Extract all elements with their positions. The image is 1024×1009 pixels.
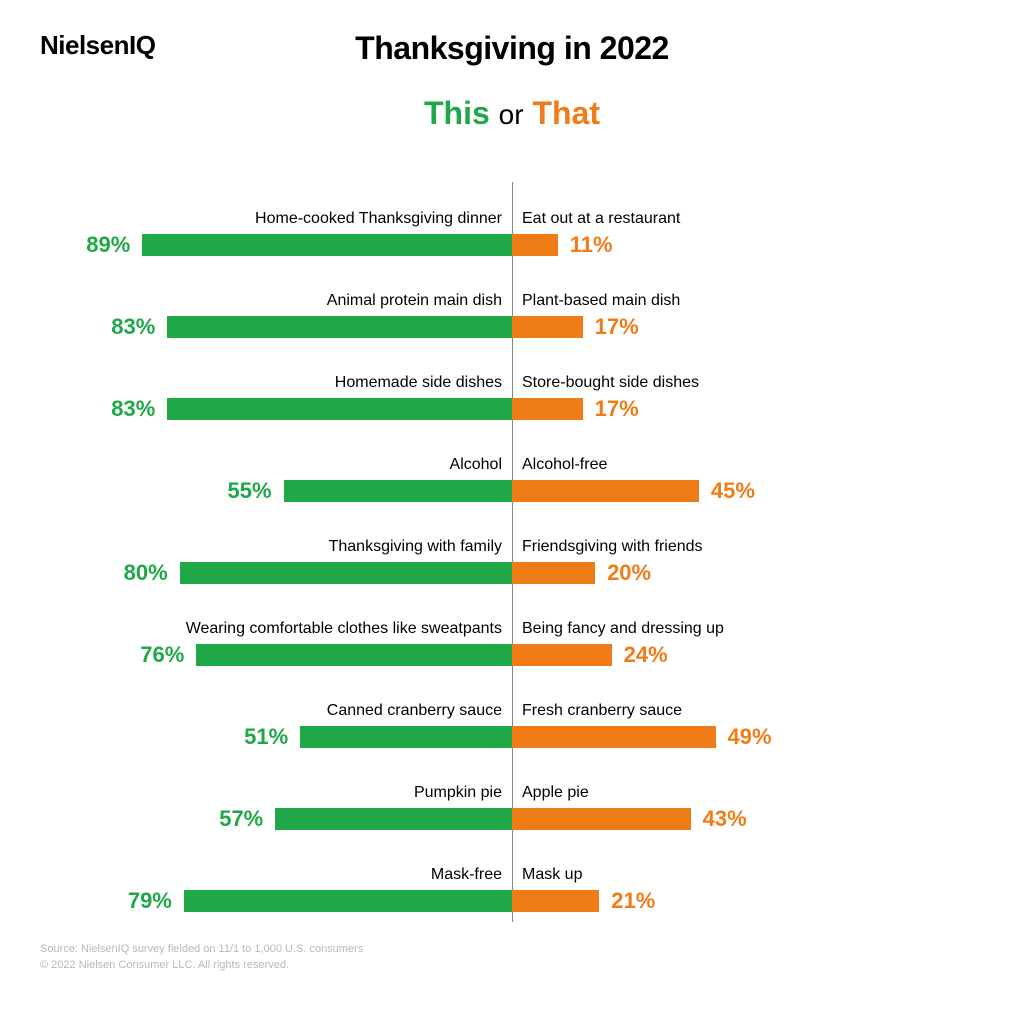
that-label: Eat out at a restaurant — [512, 210, 984, 228]
that-percent: 21% — [611, 888, 655, 914]
that-label: Mask up — [512, 866, 984, 884]
this-label: Wearing comfortable clothes like sweatpa… — [40, 620, 512, 638]
chart-row-left: Pumpkin pie 57% — [40, 756, 512, 838]
that-percent: 45% — [711, 478, 755, 504]
this-bar — [142, 234, 512, 256]
this-bar — [167, 398, 512, 420]
this-bar — [275, 808, 512, 830]
that-label: Friendsgiving with friends — [512, 538, 984, 556]
this-bar — [180, 562, 512, 584]
this-label: Homemade side dishes — [40, 374, 512, 392]
page: NielsenIQ Thanksgiving in 2022 This or T… — [0, 0, 1024, 1009]
chart-row-left: Canned cranberry sauce 51% — [40, 674, 512, 756]
that-bar — [512, 398, 583, 420]
chart-row-right: Plant-based main dish 17% — [512, 264, 984, 346]
diverging-bar-chart: Home-cooked Thanksgiving dinner 89% Animal… — [40, 182, 984, 920]
chart-row-left: Animal protein main dish 83% — [40, 264, 512, 346]
that-percent: 17% — [595, 314, 639, 340]
this-percent: 76% — [140, 642, 184, 668]
chart-row-left: Thanksgiving with family 80% — [40, 510, 512, 592]
that-label: Apple pie — [512, 784, 984, 802]
this-bar — [300, 726, 512, 748]
that-label: Being fancy and dressing up — [512, 620, 984, 638]
this-percent: 89% — [86, 232, 130, 258]
this-percent: 51% — [244, 724, 288, 750]
brand-logo: NielsenIQ — [40, 30, 155, 61]
subtitle-or: or — [499, 99, 524, 130]
chart-row-right: Eat out at a restaurant 11% — [512, 182, 984, 264]
this-percent: 57% — [219, 806, 263, 832]
that-bar — [512, 726, 716, 748]
chart-row-right: Being fancy and dressing up 24% — [512, 592, 984, 674]
this-percent: 79% — [128, 888, 172, 914]
footer: Source: NielsenIQ survey fielded on 11/1… — [40, 942, 363, 973]
this-bar — [196, 644, 512, 666]
that-label: Store-bought side dishes — [512, 374, 984, 392]
that-percent: 24% — [624, 642, 668, 668]
that-bar — [512, 562, 595, 584]
that-percent: 11% — [570, 232, 613, 258]
chart-row-right: Mask up 21% — [512, 838, 984, 920]
chart-row-left: Alcohol 55% — [40, 428, 512, 510]
this-label: Canned cranberry sauce — [40, 702, 512, 720]
chart-row-left: Homemade side dishes 83% — [40, 346, 512, 428]
that-bar — [512, 808, 691, 830]
subtitle: This or That — [40, 95, 984, 132]
chart-row-right: Friendsgiving with friends 20% — [512, 510, 984, 592]
this-label: Animal protein main dish — [40, 292, 512, 310]
chart-row-left: Wearing comfortable clothes like sweatpa… — [40, 592, 512, 674]
that-percent: 43% — [703, 806, 747, 832]
chart-right-column: Eat out at a restaurant 11% Plant-based ma… — [512, 182, 984, 920]
this-label: Mask-free — [40, 866, 512, 884]
footer-copyright: © 2022 Nielsen Consumer LLC. All rights … — [40, 958, 363, 973]
chart-row-left: Mask-free 79% — [40, 838, 512, 920]
chart-row-right: Apple pie 43% — [512, 756, 984, 838]
this-percent: 83% — [111, 314, 155, 340]
this-label: Home-cooked Thanksgiving dinner — [40, 210, 512, 228]
that-percent: 17% — [595, 396, 639, 422]
that-label: Alcohol-free — [512, 456, 984, 474]
chart-row-right: Fresh cranberry sauce 49% — [512, 674, 984, 756]
that-bar — [512, 234, 558, 256]
subtitle-that: That — [532, 95, 600, 131]
that-bar — [512, 480, 699, 502]
this-label: Pumpkin pie — [40, 784, 512, 802]
this-label: Alcohol — [40, 456, 512, 474]
chart-row-right: Store-bought side dishes 17% — [512, 346, 984, 428]
that-bar — [512, 644, 612, 666]
this-percent: 55% — [228, 478, 272, 504]
subtitle-this: This — [424, 95, 490, 131]
chart-row-right: Alcohol-free 45% — [512, 428, 984, 510]
this-bar — [184, 890, 512, 912]
this-percent: 80% — [124, 560, 168, 586]
page-title: Thanksgiving in 2022 — [40, 30, 984, 67]
that-percent: 20% — [607, 560, 651, 586]
footer-source: Source: NielsenIQ survey fielded on 11/1… — [40, 942, 363, 957]
that-bar — [512, 890, 599, 912]
that-percent: 49% — [728, 724, 772, 750]
chart-row-left: Home-cooked Thanksgiving dinner 89% — [40, 182, 512, 264]
this-bar — [167, 316, 512, 338]
that-label: Fresh cranberry sauce — [512, 702, 984, 720]
this-percent: 83% — [111, 396, 155, 422]
that-bar — [512, 316, 583, 338]
this-label: Thanksgiving with family — [40, 538, 512, 556]
that-label: Plant-based main dish — [512, 292, 984, 310]
chart-left-column: Home-cooked Thanksgiving dinner 89% Animal… — [40, 182, 512, 920]
this-bar — [284, 480, 512, 502]
